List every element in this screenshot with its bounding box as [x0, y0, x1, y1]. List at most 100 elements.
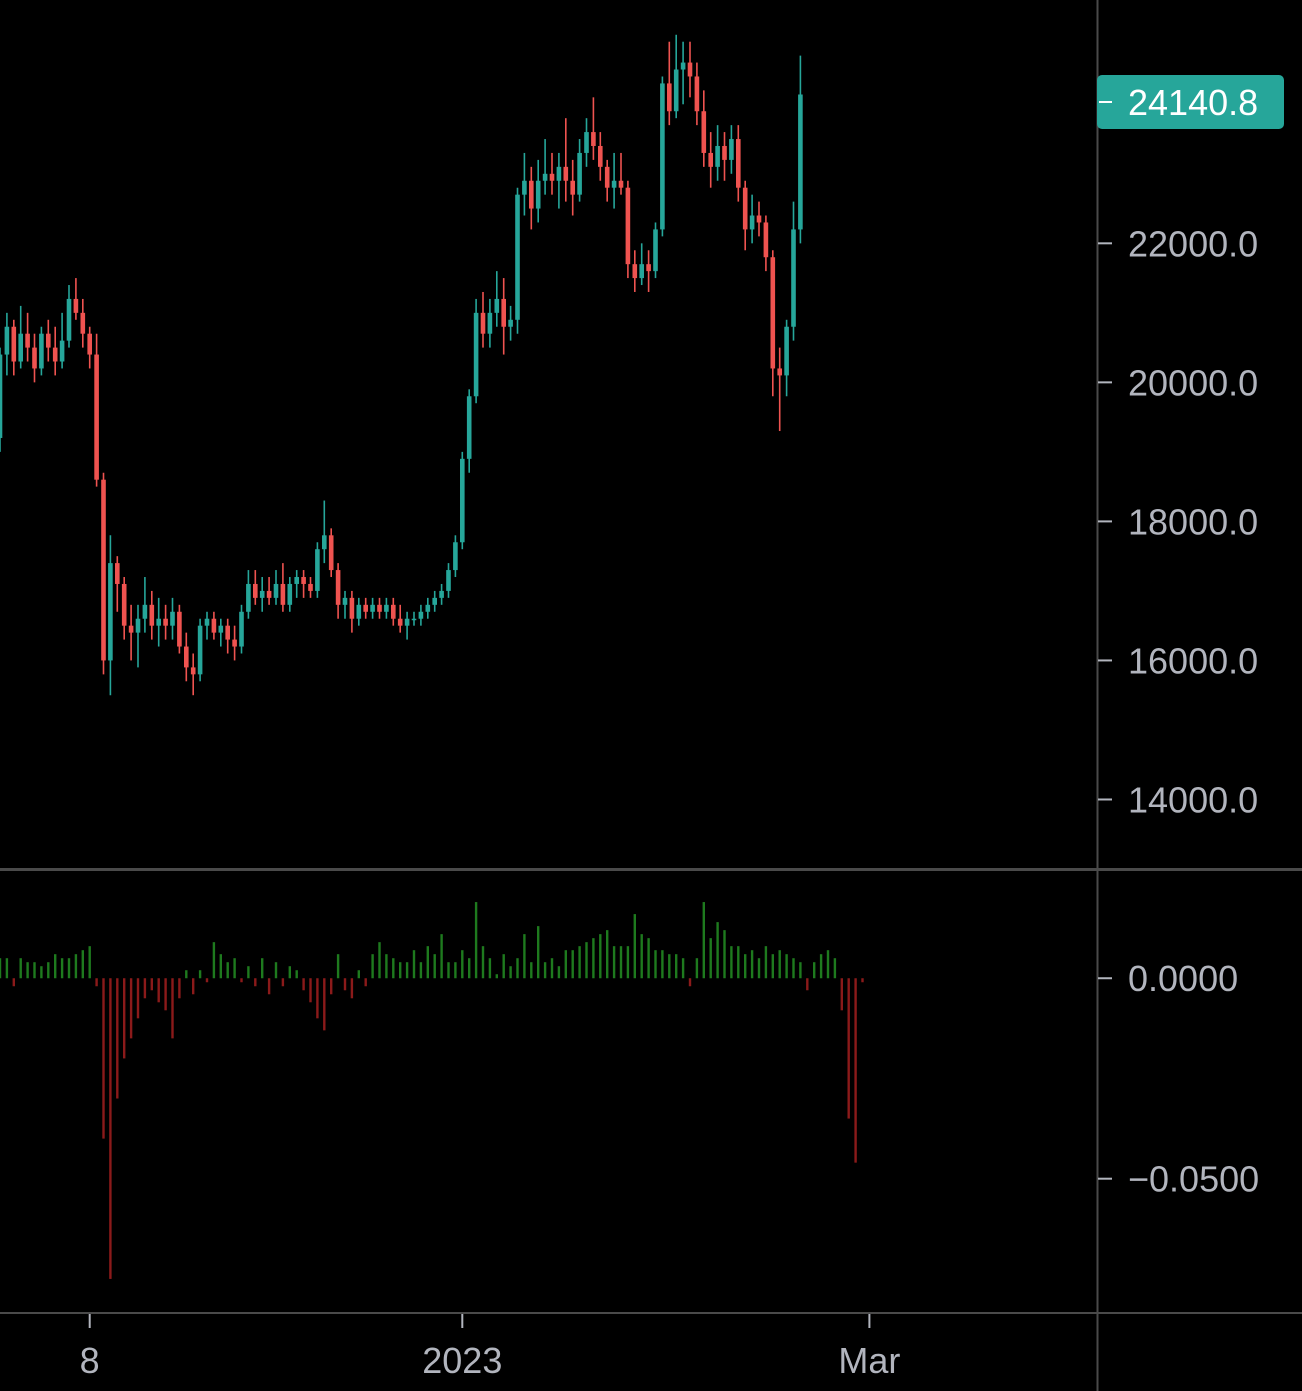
histogram-bar: [799, 962, 802, 979]
candle: [170, 597, 175, 640]
candle-body: [618, 180, 624, 188]
candle-body: [87, 333, 92, 355]
histogram-bar: [5, 958, 9, 979]
candle: [315, 542, 320, 598]
candle-body: [170, 611, 175, 626]
histogram-bar: [33, 962, 36, 979]
candle: [487, 298, 493, 348]
histogram-bar: [47, 962, 50, 979]
candle-body: [680, 62, 686, 70]
last-price-label: 24140.8: [1128, 82, 1258, 123]
candle-body: [315, 549, 320, 591]
candle: [715, 125, 720, 181]
candle-body: [356, 604, 362, 619]
candle: [73, 278, 79, 320]
histogram-bar: [178, 978, 181, 999]
histogram-bar: [523, 934, 526, 979]
candle: [529, 166, 534, 230]
histogram-bar: [661, 950, 664, 979]
candle: [384, 597, 389, 619]
candle-body: [446, 570, 451, 591]
candle: [259, 577, 265, 612]
candle-body: [460, 458, 465, 543]
candle-body: [384, 604, 389, 612]
candle: [480, 291, 486, 348]
candle-body: [108, 563, 113, 661]
histogram-bar: [474, 902, 478, 979]
candle-body: [494, 298, 500, 313]
time-axis[interactable]: 8 2023 Mar: [80, 1314, 901, 1381]
candle: [197, 618, 203, 682]
candle: [280, 563, 286, 612]
date-tick-label: 2023: [422, 1340, 502, 1381]
histogram-bar: [316, 978, 319, 1019]
candle: [742, 180, 748, 251]
indicator-tick-label: −0.0500: [1128, 1159, 1259, 1200]
candle-body: [115, 563, 120, 584]
candle-body: [11, 326, 17, 362]
candle: [708, 132, 713, 188]
price-tick-label: 20000.0: [1128, 362, 1258, 403]
candle: [301, 570, 306, 598]
candle-body: [211, 618, 217, 633]
candle-body: [660, 83, 665, 230]
candle: [66, 285, 72, 348]
histogram-bar: [350, 978, 354, 999]
candle: [184, 632, 189, 682]
candle-body: [156, 618, 161, 626]
histogram-bar: [233, 958, 236, 979]
candle: [363, 597, 368, 619]
candle-body: [363, 604, 368, 612]
histogram-bar: [592, 938, 595, 979]
candle-body: [653, 229, 658, 272]
histogram-bar: [502, 954, 505, 979]
candle: [639, 243, 644, 286]
indicator-axis[interactable]: 0.0000 −0.0500: [1098, 958, 1259, 1200]
candle: [156, 597, 161, 647]
histogram-bar: [516, 958, 519, 979]
candle: [142, 577, 148, 633]
candle: [522, 152, 527, 216]
histogram-bar: [440, 934, 443, 979]
histogram-bar: [336, 954, 340, 979]
candle: [653, 222, 658, 279]
histogram-bar: [12, 978, 15, 987]
candle: [563, 118, 569, 202]
candle: [370, 597, 375, 619]
histogram-bar: [343, 978, 347, 991]
price-axis[interactable]: 14000.0 16000.0 18000.0 20000.0 22000.0: [1098, 223, 1258, 820]
candle-body: [246, 583, 251, 612]
candle-body: [0, 354, 3, 438]
candle: [701, 90, 707, 167]
candle-body: [335, 570, 341, 605]
histogram-bar: [433, 954, 436, 979]
price-tick-label: 16000.0: [1128, 640, 1258, 681]
candle: [646, 250, 651, 292]
candle-body: [577, 152, 582, 195]
histogram-bar: [426, 946, 429, 979]
histogram-bar: [571, 950, 574, 979]
histogram-bar: [109, 978, 112, 1279]
candle: [135, 604, 141, 668]
candle-body: [25, 333, 30, 348]
histogram-bar: [550, 958, 554, 979]
candle: [673, 34, 679, 119]
candle: [225, 618, 230, 654]
histogram-bar: [826, 950, 830, 979]
histogram-bar: [612, 946, 616, 979]
histogram-bar: [385, 954, 388, 979]
histogram-bar: [564, 950, 567, 979]
candle-body: [453, 542, 458, 571]
histogram-bar: [26, 962, 29, 979]
histogram-bar: [785, 954, 788, 979]
histogram-bar: [40, 966, 43, 979]
histogram-bar: [585, 942, 588, 979]
histogram-bar: [619, 946, 623, 979]
histogram-bar: [813, 962, 816, 979]
histogram-bar: [95, 978, 98, 987]
candle-body: [294, 577, 299, 584]
candle: [108, 535, 113, 696]
histogram-bar: [792, 958, 795, 979]
candle-body: [667, 83, 672, 112]
